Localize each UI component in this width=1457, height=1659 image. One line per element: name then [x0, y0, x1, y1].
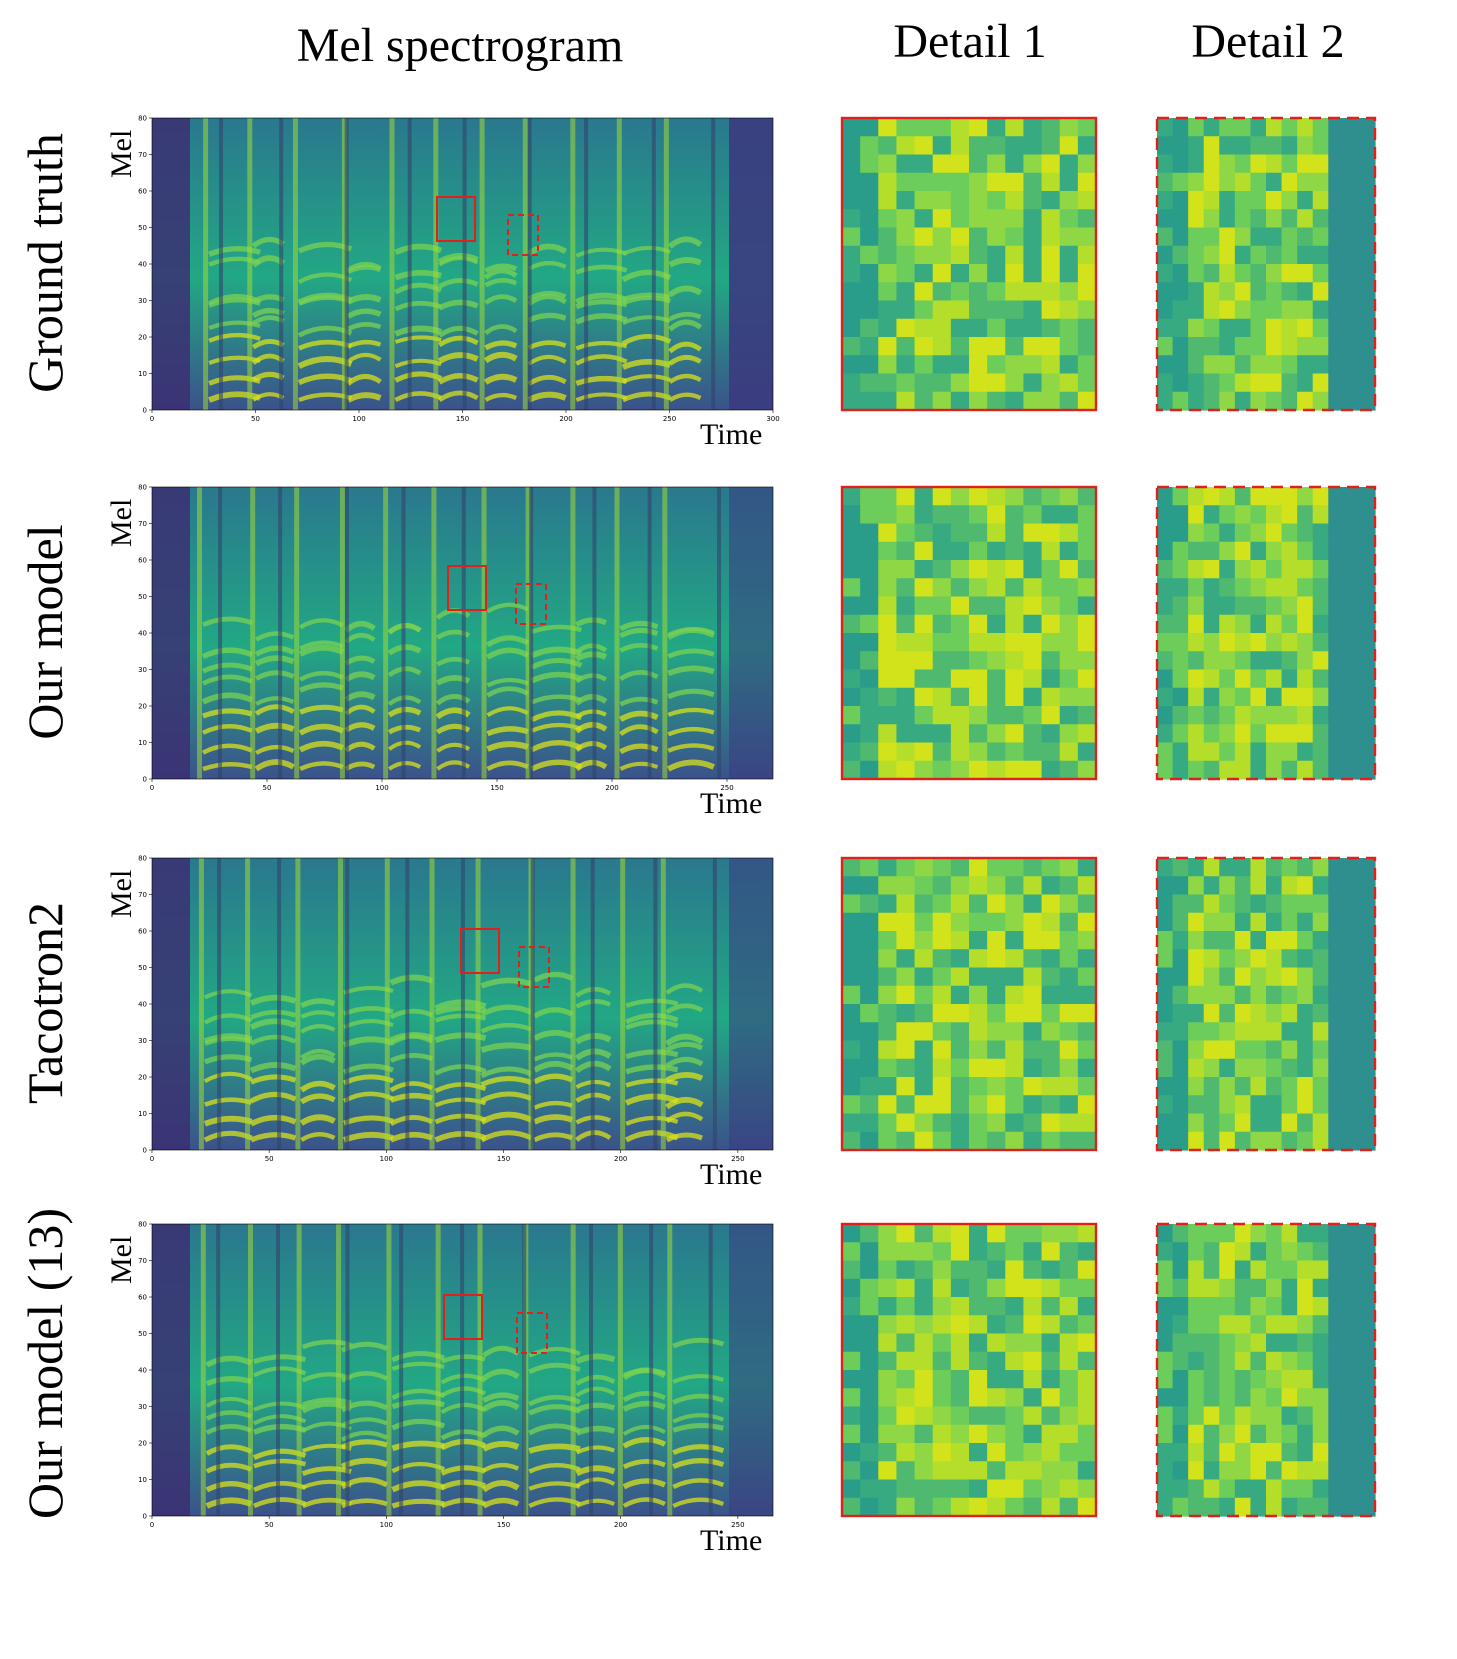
- detail-2-box: [516, 1312, 548, 1354]
- x-tick-label: 50: [265, 1155, 274, 1163]
- y-tick-label: 30: [138, 1403, 147, 1411]
- x-tick-label: 0: [150, 415, 154, 423]
- row-label: Our model (13): [17, 1207, 73, 1519]
- y-axis-title: Mel: [105, 1235, 138, 1284]
- mel-spectrogram: 0 50 100 150 200 250 0 10 20 30 40 50 60 70 80: [138, 1221, 774, 1529]
- x-tick-label: 150: [497, 1155, 510, 1163]
- y-tick-label: 50: [138, 964, 147, 972]
- y-tick-label: 80: [138, 484, 147, 492]
- y-tick-label: 0: [143, 1147, 147, 1155]
- y-tick-label: 30: [138, 1037, 147, 1045]
- y-axis-title: Mel: [105, 869, 138, 918]
- y-tick-label: 60: [138, 557, 147, 565]
- x-tick-label: 250: [663, 415, 676, 423]
- x-tick-label: 50: [265, 1521, 274, 1529]
- y-tick-label: 0: [143, 407, 147, 415]
- x-tick-label: 150: [497, 1521, 510, 1529]
- detail-2-panel: [1155, 856, 1377, 1152]
- mel-spectrogram: 0 50 100 150 200 250 0 10 20 30 40 50 60 70 80: [138, 855, 774, 1163]
- detail-1-box: [443, 1294, 483, 1340]
- x-tick-label: 200: [559, 415, 572, 423]
- x-axis-title: Time: [700, 787, 763, 820]
- y-tick-label: 30: [138, 297, 147, 305]
- y-tick-label: 0: [143, 776, 147, 784]
- y-tick-label: 70: [138, 1257, 147, 1265]
- x-tick-label: 150: [456, 415, 469, 423]
- x-axis-title: Time: [700, 1524, 763, 1557]
- y-tick-label: 20: [138, 334, 147, 342]
- x-tick-label: 100: [352, 415, 365, 423]
- y-tick-label: 40: [138, 1001, 147, 1009]
- detail-1-box: [460, 928, 500, 974]
- x-tick-label: 50: [263, 784, 272, 792]
- y-tick-label: 60: [138, 188, 147, 196]
- detail-2-panel: [1155, 1222, 1377, 1518]
- y-tick-label: 80: [138, 1221, 147, 1229]
- detail-1-panel: [840, 1222, 1098, 1518]
- y-tick-label: 60: [138, 928, 147, 936]
- row-label: Tacotron2: [17, 902, 73, 1104]
- y-tick-label: 0: [143, 1513, 147, 1521]
- y-tick-label: 60: [138, 1294, 147, 1302]
- y-tick-label: 50: [138, 1330, 147, 1338]
- x-tick-label: 100: [375, 784, 388, 792]
- x-tick-label: 200: [605, 784, 618, 792]
- x-axis-title: Time: [700, 1158, 763, 1191]
- y-tick-label: 70: [138, 520, 147, 528]
- x-tick-label: 0: [150, 784, 154, 792]
- x-tick-label: 50: [251, 415, 260, 423]
- row-label: Ground truth: [17, 133, 73, 393]
- x-tick-label: 100: [380, 1521, 393, 1529]
- x-tick-label: 250: [731, 1155, 744, 1163]
- column-header-mel-spectrogram: Mel spectrogram: [296, 19, 624, 72]
- detail-1-panel: [840, 116, 1098, 412]
- y-tick-label: 80: [138, 115, 147, 123]
- detail-2-panel: [1155, 116, 1377, 412]
- y-tick-label: 50: [138, 224, 147, 232]
- mel-spectrogram: 0 50 100 150 200 250 0 10 20 30 40 50 60 70 80: [138, 484, 774, 792]
- x-tick-label: 100: [380, 1155, 393, 1163]
- detail-1-box: [436, 196, 476, 242]
- y-tick-label: 10: [138, 1110, 147, 1118]
- y-tick-label: 70: [138, 151, 147, 159]
- column-header-detail-2: Detail 2: [1191, 15, 1345, 68]
- detail-2-box: [507, 214, 539, 256]
- y-axis-title: Mel: [105, 498, 138, 547]
- x-axis-title: Time: [700, 418, 763, 451]
- x-tick-label: 0: [150, 1521, 154, 1529]
- y-tick-label: 50: [138, 593, 147, 601]
- mel-spectrogram: 0 50 100 150 200 250 300 0 10 20 30 40 50 60 70 80: [138, 115, 780, 424]
- y-axis-title: Mel: [105, 129, 138, 178]
- x-tick-label: 0: [150, 1155, 154, 1163]
- detail-2-box: [518, 946, 550, 988]
- y-tick-label: 70: [138, 891, 147, 899]
- y-tick-label: 10: [138, 739, 147, 747]
- y-tick-label: 40: [138, 261, 147, 269]
- y-tick-label: 80: [138, 855, 147, 863]
- detail-2-panel: [1155, 485, 1377, 781]
- column-header-detail-1: Detail 1: [893, 15, 1047, 68]
- x-tick-label: 200: [614, 1521, 627, 1529]
- y-tick-label: 20: [138, 703, 147, 711]
- y-tick-label: 40: [138, 630, 147, 638]
- detail-1-panel: [840, 485, 1098, 781]
- row-label: Our model: [17, 524, 73, 740]
- y-tick-label: 10: [138, 370, 147, 378]
- y-tick-label: 30: [138, 666, 147, 674]
- x-tick-label: 300: [766, 415, 779, 423]
- x-tick-label: 200: [614, 1155, 627, 1163]
- detail-2-box: [515, 583, 547, 625]
- x-tick-label: 250: [731, 1521, 744, 1529]
- detail-1-box: [447, 565, 487, 611]
- y-tick-label: 10: [138, 1476, 147, 1484]
- y-tick-label: 20: [138, 1074, 147, 1082]
- y-tick-label: 40: [138, 1367, 147, 1375]
- x-tick-label: 250: [720, 784, 733, 792]
- y-tick-label: 20: [138, 1440, 147, 1448]
- x-tick-label: 150: [490, 784, 503, 792]
- detail-1-panel: [840, 856, 1098, 1152]
